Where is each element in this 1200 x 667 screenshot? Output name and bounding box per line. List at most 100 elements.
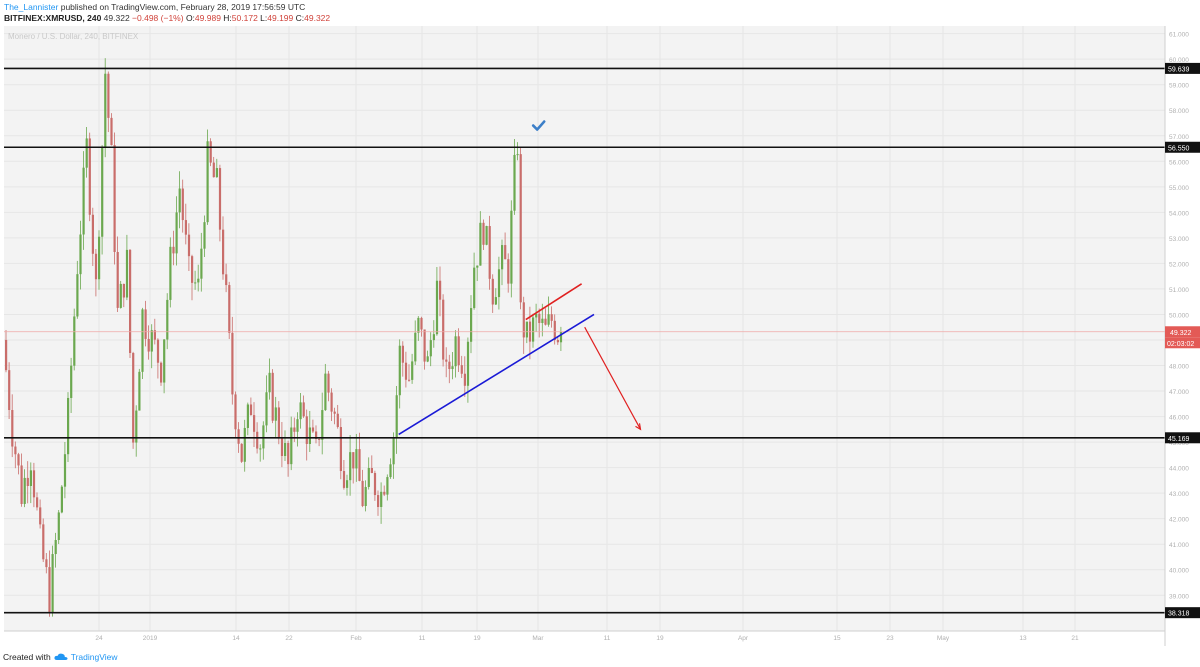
- candle-body: [346, 480, 349, 488]
- low-value: 49.199: [267, 13, 294, 23]
- price-tick-label: 56.000: [1169, 159, 1189, 166]
- candle-body: [191, 256, 194, 283]
- open-label: O:: [185, 13, 195, 23]
- candle-body: [132, 352, 135, 443]
- candle-body: [237, 429, 240, 444]
- author-link[interactable]: The_Lannister: [4, 2, 59, 12]
- candle-body: [212, 162, 215, 178]
- candle-body: [482, 222, 485, 245]
- candle-body: [259, 448, 262, 450]
- candle-body: [181, 188, 184, 221]
- time-tick-label: May: [937, 635, 950, 642]
- open-value: 49.989: [194, 13, 221, 23]
- candle-body: [439, 280, 442, 300]
- candle-body: [249, 404, 253, 416]
- candle-body: [454, 336, 457, 367]
- candle-body: [94, 253, 98, 280]
- candles: [5, 58, 563, 617]
- candle-body: [8, 370, 11, 411]
- candle-body: [315, 431, 318, 440]
- candle-body: [163, 339, 166, 383]
- candle-body: [370, 468, 373, 473]
- time-tick-label: 22: [285, 635, 293, 642]
- candle-body: [206, 141, 209, 223]
- support-levels[interactable]: [4, 67, 1165, 614]
- candle-body: [20, 465, 23, 504]
- candle-body: [476, 265, 479, 268]
- price-axis-labels: 61.000 60.000 59.000 58.000 57.000 56.000 55.0…: [1169, 32, 1189, 601]
- candle-body: [70, 365, 73, 398]
- time-axis[interactable]: [4, 631, 1165, 646]
- candle-body: [451, 366, 454, 370]
- candle-body: [336, 413, 339, 428]
- price-chart[interactable]: Monero / U.S. Dollar, 240, BITFINEX 61.0…: [0, 26, 1200, 646]
- candle-body: [110, 117, 113, 146]
- candle-body: [150, 330, 153, 352]
- candle-body: [67, 397, 70, 455]
- footer: Created with TradingView: [3, 652, 118, 662]
- candle-body: [271, 372, 274, 421]
- checkmark-icon: [531, 120, 546, 131]
- candle-body: [380, 491, 383, 508]
- level-price-tag: [1165, 432, 1200, 444]
- candle-body: [448, 361, 451, 370]
- candle-body: [222, 229, 225, 275]
- candle-body: [507, 259, 510, 284]
- price-tick-label: 52.000: [1169, 261, 1189, 268]
- countdown-text: 02:03:02: [1167, 341, 1194, 348]
- candle-body: [519, 154, 522, 303]
- candle-body: [525, 321, 528, 338]
- candle-body: [377, 495, 380, 508]
- time-tick-label: 15: [833, 635, 841, 642]
- price-tick-label: 60.000: [1169, 57, 1189, 64]
- symbol-label: BITFINEX:XMRUSD, 240: [4, 13, 102, 23]
- candle-body: [129, 249, 132, 353]
- grid: [4, 26, 1165, 631]
- high-label: H:: [223, 13, 232, 23]
- current-price-text: 49.322: [1170, 330, 1192, 337]
- price-tick-label: 53.000: [1169, 236, 1189, 243]
- drawings[interactable]: [398, 120, 642, 436]
- candle-body: [39, 507, 42, 525]
- candle-body: [101, 146, 104, 237]
- chart-watermark: Monero / U.S. Dollar, 240, BITFINEX: [8, 32, 139, 41]
- candle-body: [54, 540, 57, 555]
- candle-body: [547, 314, 550, 325]
- created-with-text: Created with: [3, 652, 51, 662]
- price-tick-label: 61.000: [1169, 32, 1189, 39]
- candle-body: [373, 472, 377, 496]
- candle-body: [550, 314, 553, 321]
- chart-header: The_Lannister published on TradingView.c…: [4, 2, 330, 24]
- candle-body: [311, 427, 315, 432]
- candle-body: [265, 392, 268, 426]
- candle-body: [559, 331, 563, 343]
- candle-body: [497, 269, 501, 298]
- candle-body: [277, 407, 280, 439]
- candle-body: [364, 486, 367, 507]
- candle-body: [411, 361, 414, 380]
- change-value: −0.498 (−1%): [132, 13, 184, 23]
- tradingview-cloud-icon: [54, 653, 68, 661]
- candle-body: [485, 226, 488, 245]
- candle-body: [349, 452, 352, 481]
- price-tags: 59.639 56.550 45.169 38.318 49.322 02:03:02: [1165, 62, 1200, 619]
- level-price-tag: [1165, 62, 1200, 74]
- published-text: published on TradingView.com, February 2…: [60, 2, 306, 12]
- candle-body: [287, 443, 290, 465]
- tradingview-brand[interactable]: TradingView: [70, 652, 118, 662]
- candle-body: [194, 282, 197, 284]
- candle-body: [156, 339, 160, 363]
- candle-body: [45, 559, 48, 568]
- candle-body: [358, 449, 361, 481]
- candle-body: [293, 427, 296, 432]
- candle-body: [36, 497, 39, 508]
- candle-body: [91, 214, 94, 254]
- price-tick-label: 40.000: [1169, 568, 1189, 575]
- candle-body: [395, 395, 398, 439]
- candle-body: [470, 308, 473, 342]
- candle-body: [42, 524, 45, 560]
- price-tick-label: 50.000: [1169, 312, 1189, 319]
- candle-body: [197, 278, 200, 283]
- candle-body: [324, 373, 327, 411]
- time-tick-label: 14: [232, 635, 240, 642]
